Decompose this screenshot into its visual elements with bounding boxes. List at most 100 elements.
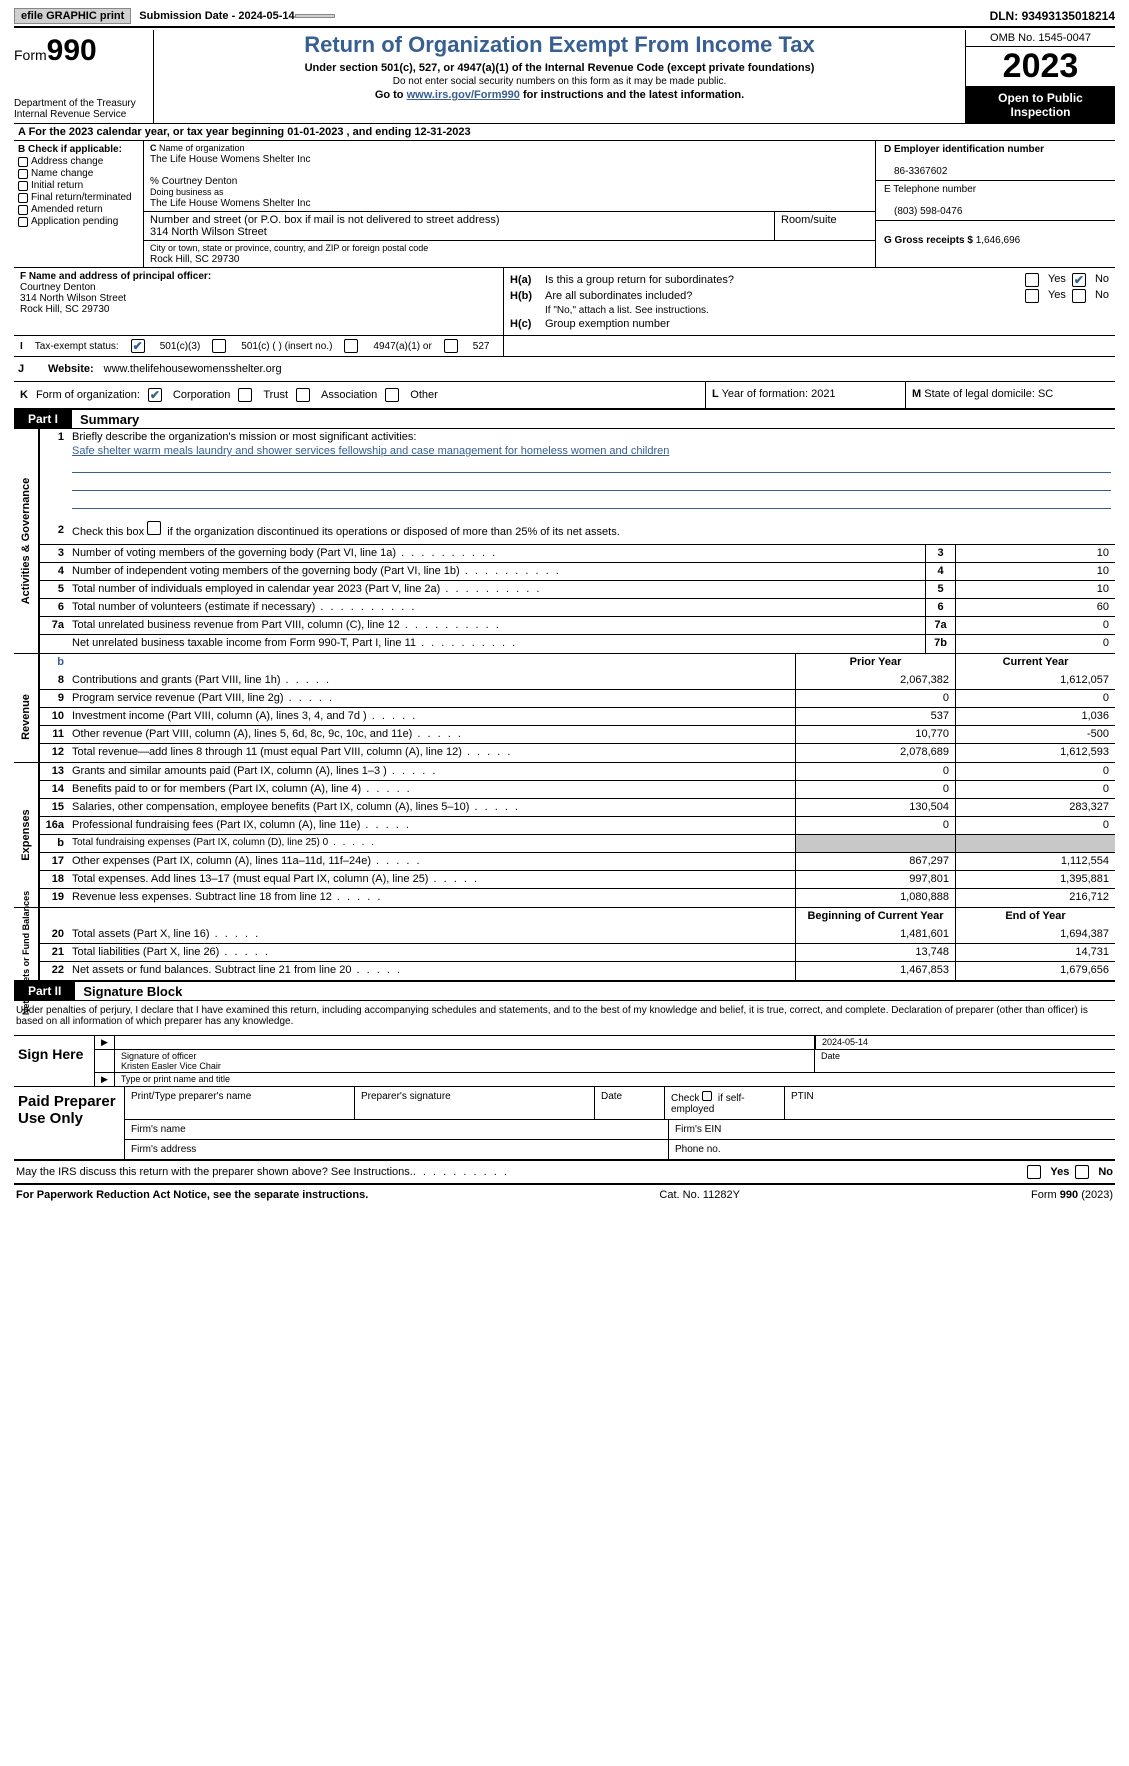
col-d: D Employer identification number 86-3367…	[875, 141, 1115, 267]
other-checkbox[interactable]	[385, 388, 399, 402]
assoc-checkbox[interactable]	[296, 388, 310, 402]
data-row: 15Salaries, other compensation, employee…	[40, 799, 1115, 817]
header-right: OMB No. 1545-0047 2023 Open to Public In…	[965, 30, 1115, 123]
tax-year: 2023	[966, 47, 1115, 87]
row-klm: KForm of organization: Corporation Trust…	[14, 382, 1115, 410]
colb-item: Name change	[18, 168, 139, 179]
part2-header: Part II Signature Block	[14, 982, 1115, 1001]
summary-row: Net unrelated business taxable income fr…	[40, 635, 1115, 653]
4947-checkbox[interactable]	[344, 339, 358, 353]
checkbox[interactable]	[18, 205, 28, 215]
dept-label: Department of the Treasury Internal Reve…	[14, 98, 147, 120]
mission-text: Safe shelter warm meals laundry and show…	[72, 445, 669, 457]
gross-cell: G Gross receipts $ 1,646,696	[876, 221, 1115, 267]
org-city: Rock Hill, SC 29730	[150, 254, 239, 265]
data-row: 10Investment income (Part VIII, column (…	[40, 708, 1115, 726]
section-expenses: Expenses 13Grants and similar amounts pa…	[14, 763, 1115, 908]
submission-date-label: Submission Date - 2024-05-14	[139, 10, 294, 22]
phone-cell: E Telephone number (803) 598-0476	[876, 181, 1115, 221]
checkbox[interactable]	[18, 217, 28, 227]
row-j: J Website: www.thelifehousewomensshelter…	[14, 357, 1115, 382]
data-row: 11Other revenue (Part VIII, column (A), …	[40, 726, 1115, 744]
data-row: bTotal fundraising expenses (Part IX, co…	[40, 835, 1115, 853]
data-row: 16aProfessional fundraising fees (Part I…	[40, 817, 1115, 835]
discuss-yes-checkbox[interactable]	[1027, 1165, 1041, 1179]
data-row: 21Total liabilities (Part X, line 26)13,…	[40, 944, 1115, 962]
header-sub3: Go to www.irs.gov/Form990 for instructio…	[160, 89, 959, 101]
data-row: 12Total revenue—add lines 8 through 11 (…	[40, 744, 1115, 762]
ein-cell: D Employer identification number 86-3367…	[876, 141, 1115, 181]
checkbox[interactable]	[18, 169, 28, 179]
spacer-button	[295, 14, 335, 18]
org-street: 314 North Wilson Street	[150, 226, 267, 238]
header-sub1: Under section 501(c), 527, or 4947(a)(1)…	[160, 62, 959, 74]
top-bar: efile GRAPHIC print Submission Date - 20…	[14, 8, 1115, 28]
data-row: 18Total expenses. Add lines 13–17 (must …	[40, 871, 1115, 889]
discontinued-checkbox[interactable]	[147, 521, 161, 535]
527-checkbox[interactable]	[444, 339, 458, 353]
data-row: 13Grants and similar amounts paid (Part …	[40, 763, 1115, 781]
officer-name: Kristen Easler Vice Chair	[121, 1061, 221, 1071]
org-care-of: % Courtney Denton	[150, 176, 237, 187]
self-employed-checkbox[interactable]	[702, 1091, 712, 1101]
section-netassets: Net Assets or Fund Balances 20Total asse…	[14, 926, 1115, 982]
phone: (803) 598-0476	[884, 206, 962, 217]
section-governance: Activities & Governance 1Briefly describ…	[14, 429, 1115, 654]
colb-item: Final return/terminated	[18, 192, 139, 203]
form-990-page: efile GRAPHIC print Submission Date - 20…	[0, 0, 1129, 1209]
summary-row: 3Number of voting members of the governi…	[40, 545, 1115, 563]
form-header: Form990 Department of the Treasury Inter…	[14, 30, 1115, 124]
col-b: B Check if applicable: Address changeNam…	[14, 141, 144, 267]
data-row: 19Revenue less expenses. Subtract line 1…	[40, 889, 1115, 907]
main-block: B Check if applicable: Address changeNam…	[14, 141, 1115, 268]
hb-yes-checkbox[interactable]	[1025, 289, 1039, 303]
header-sub2: Do not enter social security numbers on …	[160, 76, 959, 87]
data-row: 14Benefits paid to or for members (Part …	[40, 781, 1115, 799]
ha-yes-checkbox[interactable]	[1025, 273, 1039, 287]
data-row: 20Total assets (Part X, line 16)1,481,60…	[40, 926, 1115, 944]
discuss-no-checkbox[interactable]	[1075, 1165, 1089, 1179]
h-cell: H(a) Is this a group return for subordin…	[504, 268, 1115, 335]
summary-row: 4Number of independent voting members of…	[40, 563, 1115, 581]
form-number: Form990	[14, 34, 147, 68]
org-name: The Life House Womens Shelter Inc	[150, 154, 310, 165]
efile-print-button[interactable]: efile GRAPHIC print	[14, 8, 131, 24]
header-left: Form990 Department of the Treasury Inter…	[14, 30, 154, 123]
org-name-cell: C Name of organization The Life House Wo…	[144, 141, 875, 212]
preparer-table: Paid Preparer Use Only Print/Type prepar…	[14, 1087, 1115, 1161]
checkbox[interactable]	[18, 181, 28, 191]
website-url: www.thelifehousewomensshelter.org	[104, 363, 282, 375]
checkbox[interactable]	[18, 157, 28, 167]
gross-receipts: 1,646,696	[976, 235, 1021, 246]
summary-row: 7aTotal unrelated business revenue from …	[40, 617, 1115, 635]
colb-item: Application pending	[18, 216, 139, 227]
colb-item: Amended return	[18, 204, 139, 215]
501c-checkbox[interactable]	[212, 339, 226, 353]
section-netassets-header: Beginning of Current Year End of Year	[14, 908, 1115, 926]
header-center: Return of Organization Exempt From Incom…	[154, 30, 965, 123]
hb-no-checkbox[interactable]	[1072, 289, 1086, 303]
data-row: 8Contributions and grants (Part VIII, li…	[40, 672, 1115, 690]
page-footer: For Paperwork Reduction Act Notice, see …	[14, 1185, 1115, 1201]
open-public: Open to Public Inspection	[966, 87, 1115, 123]
officer-cell: F Name and address of principal officer:…	[14, 268, 504, 335]
501c3-checkbox[interactable]	[131, 339, 145, 353]
corp-checkbox[interactable]	[148, 388, 162, 402]
street-cell: Number and street (or P.O. box if mail i…	[144, 212, 775, 240]
irs-link[interactable]: www.irs.gov/Form990	[407, 89, 520, 101]
signature-block: Under penalties of perjury, I declare th…	[14, 1001, 1115, 1185]
colb-item: Address change	[18, 156, 139, 167]
data-row: 17Other expenses (Part IX, column (A), l…	[40, 853, 1115, 871]
arrow-icon: ▶	[95, 1036, 115, 1049]
city-cell: City or town, state or province, country…	[144, 241, 875, 267]
checkbox[interactable]	[18, 193, 28, 203]
dln: DLN: 93493135018214	[990, 9, 1115, 23]
section-b-header: b Prior Year Current Year	[14, 654, 1115, 672]
trust-checkbox[interactable]	[238, 388, 252, 402]
data-row: 22Net assets or fund balances. Subtract …	[40, 962, 1115, 980]
col-c: C Name of organization The Life House Wo…	[144, 141, 875, 267]
ha-no-checkbox[interactable]	[1072, 273, 1086, 287]
row-fh: F Name and address of principal officer:…	[14, 268, 1115, 336]
col-b-label: B Check if applicable:	[18, 144, 139, 155]
colb-item: Initial return	[18, 180, 139, 191]
